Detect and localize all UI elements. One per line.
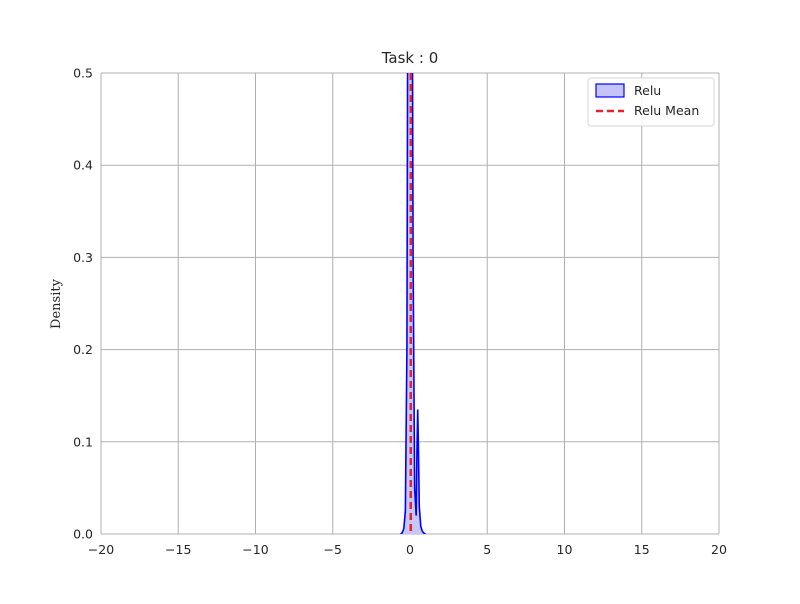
x-tick-label: −15: [165, 542, 191, 557]
density-line-series-0: [400, 73, 426, 534]
x-tick-label: −5: [324, 542, 342, 557]
plot-area: [400, 73, 426, 534]
y-tick-label: 0.1: [73, 434, 93, 449]
y-tick-label: 0.0: [73, 527, 93, 542]
plot-clip-group: [400, 73, 426, 534]
x-tick-label: −10: [242, 542, 268, 557]
legend-label-relu: Relu: [634, 83, 661, 98]
legend-label-relu-mean: Relu Mean: [634, 103, 699, 118]
y-axis-label: Density: [49, 278, 64, 329]
y-tick-label: 0.3: [73, 250, 93, 265]
x-tick-label: 0: [406, 542, 414, 557]
y-tick-label: 0.4: [73, 158, 93, 173]
x-tick-label: 15: [634, 542, 650, 557]
y-tick-label: 0.5: [73, 66, 93, 81]
x-tick-label: −20: [88, 542, 114, 557]
legend: Relu Relu Mean: [587, 77, 715, 127]
x-tick-label: 20: [711, 542, 727, 557]
x-tick-label: 5: [483, 542, 491, 557]
axes: −20 −15 −10 −5 0 5 10 15 20 0.0 0.1 0.2 0.3 0.4 0.5: [73, 66, 727, 558]
x-tick-label: 10: [557, 542, 573, 557]
legend-swatch-relu: [595, 83, 625, 98]
y-tick-label: 0.2: [73, 342, 93, 357]
chart-title: Task : 0: [381, 49, 439, 67]
